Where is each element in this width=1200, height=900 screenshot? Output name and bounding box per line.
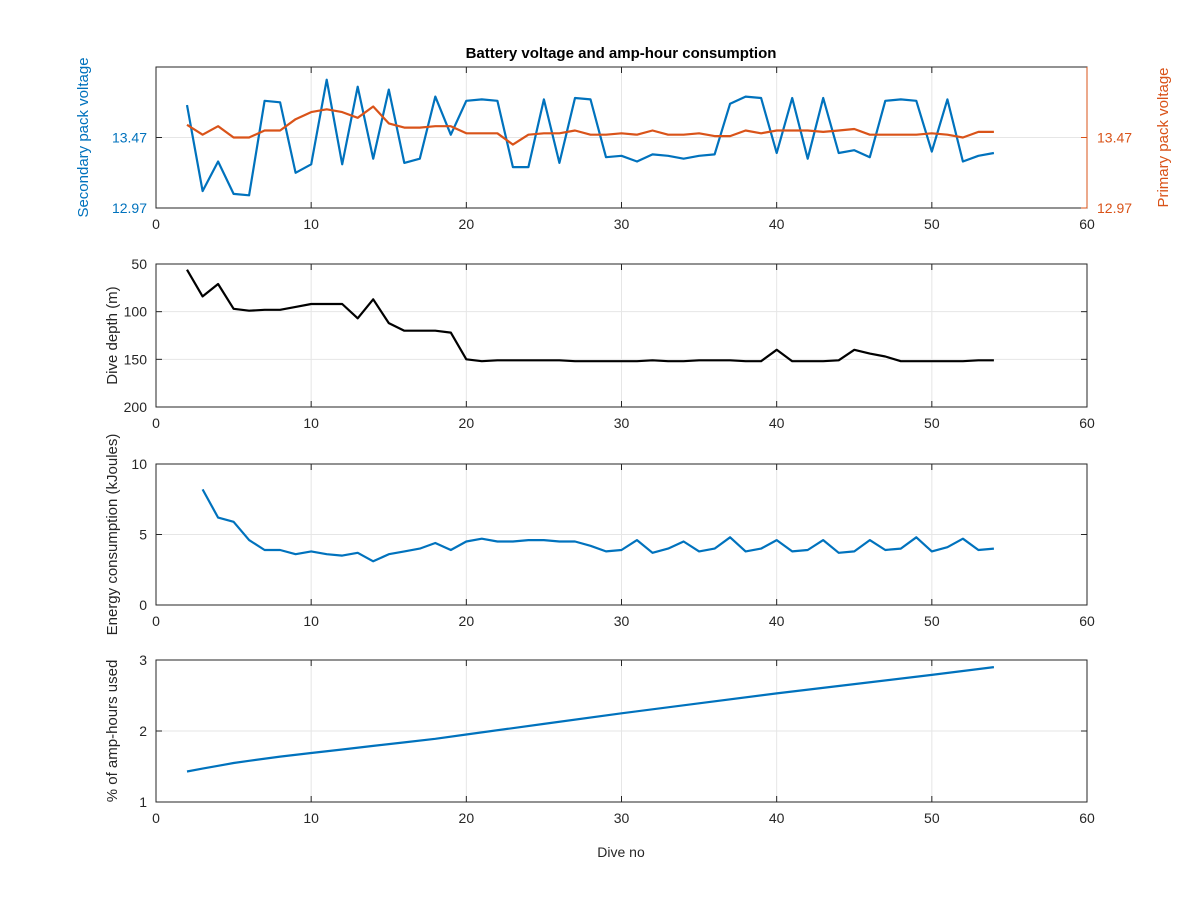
- y-tick-label: 12.97: [112, 200, 147, 216]
- y-tick-label: 0: [139, 597, 147, 613]
- y-tick-label: 13.47: [112, 130, 147, 146]
- x-tick-label: 0: [152, 810, 160, 826]
- series-line-1: [186, 666, 995, 773]
- y-tick-label: 150: [124, 351, 148, 367]
- x-tick-label: 20: [459, 415, 475, 431]
- x-tick-label: 20: [459, 216, 475, 232]
- x-tick-label: 50: [924, 216, 940, 232]
- x-tick-label: 10: [303, 415, 319, 431]
- x-tick-label: 20: [459, 810, 475, 826]
- series-line-1: [185, 78, 995, 197]
- series-line-2: [186, 105, 994, 146]
- y-tick-label: 2: [139, 723, 147, 739]
- y-tick-label: 200: [124, 399, 148, 415]
- x-tick-label: 50: [924, 415, 940, 431]
- subplot-3: 0 10 20 30 40 50 60 0 5 10 Energy consumption (kJo…: [104, 434, 1095, 636]
- y-axis-label-right: Primary pack voltage: [1155, 67, 1172, 207]
- y-tick-label: 5: [139, 527, 147, 543]
- x-tick-label: 40: [769, 415, 785, 431]
- y-tick-label: 100: [124, 304, 148, 320]
- x-tick-label: 10: [303, 216, 319, 232]
- x-tick-label: 60: [1079, 216, 1095, 232]
- y-tick-label-right: 13.47: [1097, 130, 1132, 146]
- y-tick-label: 3: [139, 652, 147, 668]
- x-tick-label: 40: [769, 216, 785, 232]
- x-tick-label: 50: [924, 613, 940, 629]
- y-axis-label: Dive depth (m): [104, 286, 121, 384]
- x-tick-label: 30: [614, 415, 630, 431]
- x-tick-label: 40: [769, 613, 785, 629]
- y-axis-label: Energy consumption (kJoules): [104, 434, 121, 636]
- y-tick-label: 50: [131, 256, 147, 272]
- x-tick-label: 40: [769, 810, 785, 826]
- x-tick-label: 0: [152, 216, 160, 232]
- y-axis-label: % of amp-hours used: [104, 660, 121, 803]
- subplot-2: 0 10 20 30 40 50 60 200 150 100 50 Dive depth (m): [104, 256, 1095, 431]
- series-line-1: [201, 488, 994, 563]
- x-tick-label: 30: [614, 613, 630, 629]
- x-tick-label: 30: [614, 810, 630, 826]
- series-line-1: [186, 269, 994, 363]
- x-tick-label: 0: [152, 415, 160, 431]
- x-tick-label: 10: [303, 810, 319, 826]
- x-tick-label: 0: [152, 613, 160, 629]
- x-tick-label: 60: [1079, 415, 1095, 431]
- y-tick-label: 1: [139, 794, 147, 810]
- x-tick-label: 20: [459, 613, 475, 629]
- x-tick-label: 60: [1079, 810, 1095, 826]
- y-axis-label: Secondary pack voltage: [75, 57, 92, 217]
- y-tick-label: 10: [131, 456, 147, 472]
- subplot-4: 0 10 20 30 40 50 60 1 2 3 % of amp-hours used: [104, 652, 1095, 826]
- x-tick-label: 60: [1079, 613, 1095, 629]
- x-tick-label: 50: [924, 810, 940, 826]
- x-tick-label: 30: [614, 216, 630, 232]
- x-axis-label: Dive no: [597, 844, 645, 860]
- y-tick-label-right: 12.97: [1097, 200, 1132, 216]
- figure-title: Battery voltage and amp-hour consumption: [466, 45, 777, 62]
- x-tick-label: 10: [303, 613, 319, 629]
